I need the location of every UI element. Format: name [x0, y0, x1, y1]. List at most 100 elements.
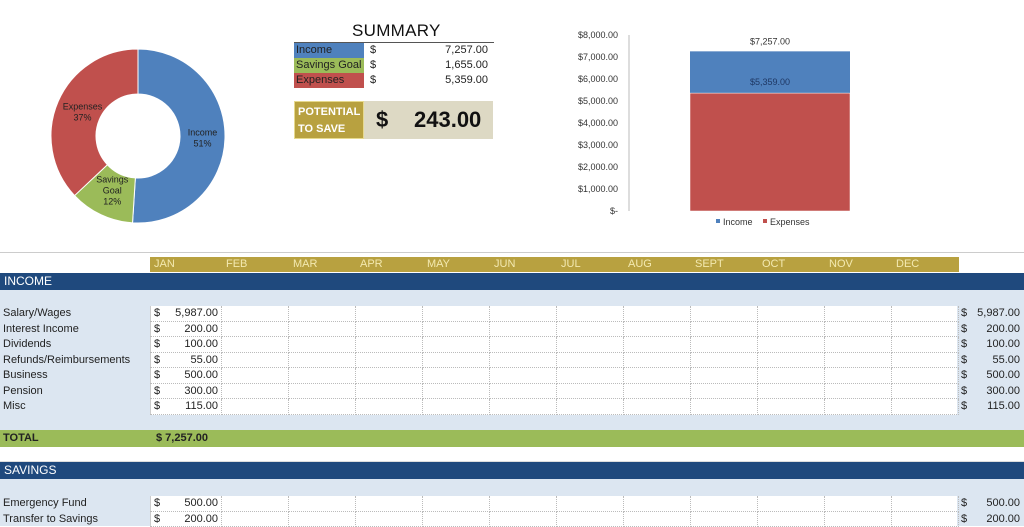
income-cell-jul[interactable]	[557, 306, 624, 322]
income-cell-jul[interactable]	[557, 322, 624, 338]
savings-cell-jul[interactable]	[557, 512, 624, 527]
income-jan-value[interactable]: $500.00	[150, 368, 222, 383]
income-cell-apr[interactable]	[356, 353, 423, 369]
income-cell-nov[interactable]	[825, 322, 892, 338]
income-cell-sept[interactable]	[691, 353, 758, 369]
income-cell-may[interactable]	[423, 399, 490, 415]
savings-cell-mar[interactable]	[289, 496, 356, 512]
savings-cell-sept[interactable]	[691, 512, 758, 527]
income-cell-jul[interactable]	[557, 337, 624, 353]
income-cell-aug[interactable]	[624, 384, 691, 400]
savings-cell-aug[interactable]	[624, 512, 691, 527]
income-cell-oct[interactable]	[758, 353, 825, 369]
income-cell-jul[interactable]	[557, 399, 624, 415]
income-cell-feb[interactable]	[222, 322, 289, 338]
income-cell-apr[interactable]	[356, 322, 423, 338]
savings-cell-oct[interactable]	[758, 496, 825, 512]
income-cell-may[interactable]	[423, 322, 490, 338]
income-cell-dec[interactable]	[892, 306, 959, 322]
income-cell-jul[interactable]	[557, 368, 624, 384]
savings-cell-aug[interactable]	[624, 496, 691, 512]
savings-cell-dec[interactable]	[892, 496, 959, 512]
income-cell-oct[interactable]	[758, 368, 825, 384]
income-cell-apr[interactable]	[356, 384, 423, 400]
savings-cell-dec[interactable]	[892, 512, 959, 527]
income-cell-nov[interactable]	[825, 353, 892, 369]
income-cell-feb[interactable]	[222, 337, 289, 353]
income-cell-jun[interactable]	[490, 368, 557, 384]
income-cell-apr[interactable]	[356, 399, 423, 415]
income-jan-value[interactable]: $100.00	[150, 337, 222, 352]
income-cell-may[interactable]	[423, 306, 490, 322]
income-cell-mar[interactable]	[289, 384, 356, 400]
income-cell-mar[interactable]	[289, 337, 356, 353]
income-cell-dec[interactable]	[892, 322, 959, 338]
income-cell-dec[interactable]	[892, 368, 959, 384]
income-cell-jul[interactable]	[557, 384, 624, 400]
income-cell-mar[interactable]	[289, 399, 356, 415]
income-cell-aug[interactable]	[624, 399, 691, 415]
income-cell-oct[interactable]	[758, 322, 825, 338]
income-cell-oct[interactable]	[758, 399, 825, 415]
savings-cell-mar[interactable]	[289, 512, 356, 527]
income-jan-value[interactable]: $5,987.00	[150, 306, 222, 321]
income-cell-oct[interactable]	[758, 337, 825, 353]
income-cell-jun[interactable]	[490, 384, 557, 400]
income-cell-jun[interactable]	[490, 353, 557, 369]
savings-jan-value[interactable]: $200.00	[150, 512, 222, 527]
income-cell-nov[interactable]	[825, 337, 892, 353]
income-cell-feb[interactable]	[222, 353, 289, 369]
income-cell-may[interactable]	[423, 384, 490, 400]
savings-cell-nov[interactable]	[825, 512, 892, 527]
savings-cell-may[interactable]	[423, 496, 490, 512]
savings-cell-may[interactable]	[423, 512, 490, 527]
savings-cell-jun[interactable]	[490, 496, 557, 512]
savings-cell-feb[interactable]	[222, 512, 289, 527]
income-cell-jun[interactable]	[490, 337, 557, 353]
income-cell-dec[interactable]	[892, 353, 959, 369]
income-cell-oct[interactable]	[758, 306, 825, 322]
income-cell-feb[interactable]	[222, 306, 289, 322]
income-cell-nov[interactable]	[825, 384, 892, 400]
income-cell-nov[interactable]	[825, 306, 892, 322]
savings-cell-nov[interactable]	[825, 496, 892, 512]
income-cell-sept[interactable]	[691, 384, 758, 400]
savings-cell-sept[interactable]	[691, 496, 758, 512]
income-cell-aug[interactable]	[624, 353, 691, 369]
income-cell-mar[interactable]	[289, 306, 356, 322]
income-cell-jul[interactable]	[557, 353, 624, 369]
savings-cell-apr[interactable]	[356, 512, 423, 527]
income-cell-nov[interactable]	[825, 399, 892, 415]
income-cell-mar[interactable]	[289, 322, 356, 338]
income-cell-dec[interactable]	[892, 399, 959, 415]
savings-cell-oct[interactable]	[758, 512, 825, 527]
savings-cell-jul[interactable]	[557, 496, 624, 512]
income-cell-sept[interactable]	[691, 337, 758, 353]
income-cell-may[interactable]	[423, 368, 490, 384]
savings-cell-apr[interactable]	[356, 496, 423, 512]
income-cell-sept[interactable]	[691, 322, 758, 338]
savings-cell-feb[interactable]	[222, 496, 289, 512]
income-jan-value[interactable]: $115.00	[150, 399, 222, 414]
income-cell-apr[interactable]	[356, 337, 423, 353]
income-cell-dec[interactable]	[892, 337, 959, 353]
income-cell-apr[interactable]	[356, 368, 423, 384]
income-cell-aug[interactable]	[624, 368, 691, 384]
income-cell-jun[interactable]	[490, 399, 557, 415]
income-cell-apr[interactable]	[356, 306, 423, 322]
savings-jan-value[interactable]: $500.00	[150, 496, 222, 511]
income-cell-may[interactable]	[423, 337, 490, 353]
income-cell-feb[interactable]	[222, 368, 289, 384]
income-cell-aug[interactable]	[624, 322, 691, 338]
income-cell-feb[interactable]	[222, 399, 289, 415]
income-jan-value[interactable]: $300.00	[150, 384, 222, 399]
income-cell-dec[interactable]	[892, 384, 959, 400]
income-cell-jun[interactable]	[490, 306, 557, 322]
income-cell-aug[interactable]	[624, 337, 691, 353]
income-cell-nov[interactable]	[825, 368, 892, 384]
income-cell-sept[interactable]	[691, 399, 758, 415]
savings-cell-jun[interactable]	[490, 512, 557, 527]
income-jan-value[interactable]: $200.00	[150, 322, 222, 337]
income-cell-sept[interactable]	[691, 306, 758, 322]
income-cell-aug[interactable]	[624, 306, 691, 322]
